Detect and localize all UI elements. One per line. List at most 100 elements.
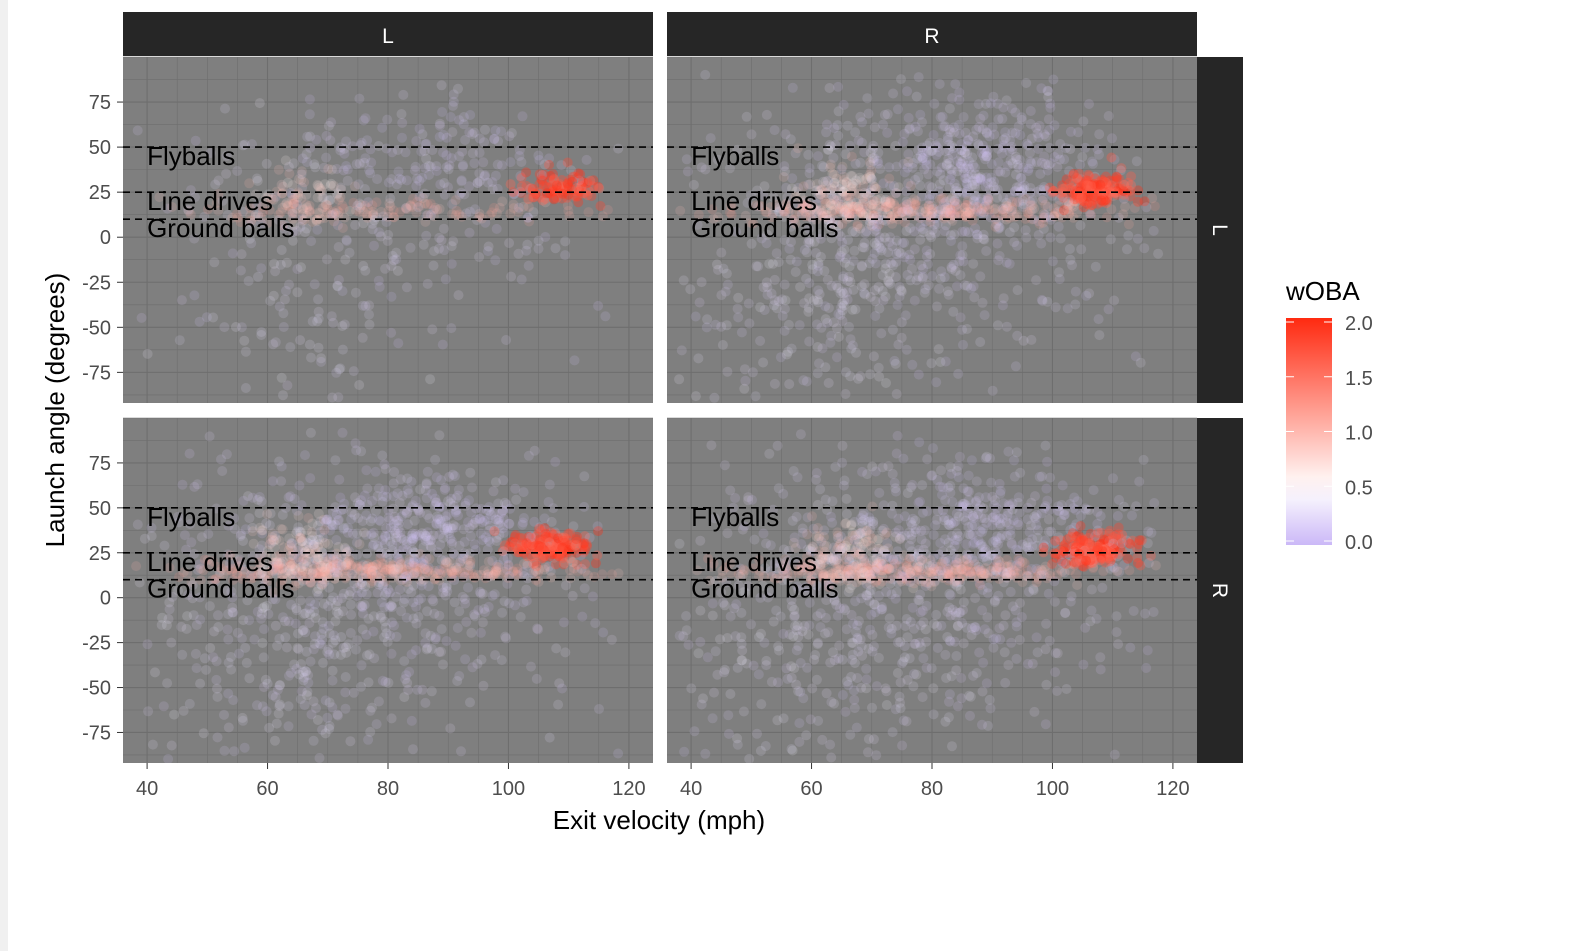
data-point <box>911 275 922 286</box>
data-point <box>880 529 891 540</box>
data-point <box>866 173 877 184</box>
reference-label: Ground balls <box>147 213 294 243</box>
data-point <box>240 642 251 653</box>
data-point <box>345 628 356 638</box>
data-point <box>479 137 490 148</box>
data-point <box>295 335 306 346</box>
data-point <box>998 293 1009 304</box>
data-point <box>1076 542 1087 553</box>
data-point <box>1031 275 1042 286</box>
data-point <box>532 540 543 551</box>
data-point <box>941 568 952 579</box>
data-point <box>318 566 328 577</box>
data-point <box>835 310 846 321</box>
data-point <box>898 656 909 667</box>
data-point <box>835 206 846 217</box>
data-point <box>308 563 319 574</box>
data-point <box>1108 549 1119 560</box>
data-point <box>717 340 728 350</box>
data-point <box>364 649 375 660</box>
data-point <box>922 506 933 517</box>
data-point <box>441 580 452 591</box>
data-point <box>302 157 313 168</box>
data-point <box>920 284 931 295</box>
data-point <box>420 533 430 544</box>
data-point <box>804 293 815 304</box>
data-point <box>306 709 317 720</box>
data-point <box>813 151 824 162</box>
data-point <box>917 554 928 565</box>
data-point <box>244 673 255 684</box>
data-point <box>351 205 362 216</box>
data-point <box>1097 188 1108 198</box>
data-point <box>1043 588 1054 599</box>
data-point <box>312 179 323 190</box>
data-point <box>344 247 355 258</box>
data-point <box>357 602 368 613</box>
data-point <box>969 179 980 190</box>
data-point <box>943 565 954 576</box>
data-point <box>836 179 847 190</box>
data-point <box>994 251 1005 261</box>
data-point <box>257 525 268 536</box>
data-point <box>174 335 185 346</box>
data-point <box>952 621 963 632</box>
data-point <box>562 539 573 550</box>
data-point <box>1061 174 1072 185</box>
data-point <box>963 160 973 171</box>
data-point <box>253 271 263 282</box>
data-point <box>761 207 772 217</box>
data-point <box>411 531 422 542</box>
data-point <box>861 674 872 685</box>
data-point <box>260 574 270 585</box>
data-point <box>875 193 886 204</box>
data-point <box>396 511 407 522</box>
data-point <box>1055 209 1066 220</box>
data-point <box>209 626 219 637</box>
data-point <box>1109 749 1120 760</box>
data-point <box>522 551 533 562</box>
data-point <box>938 210 949 221</box>
data-point <box>993 114 1004 125</box>
data-point <box>402 473 413 484</box>
data-point <box>784 243 795 254</box>
data-point <box>847 178 858 189</box>
data-point <box>1004 227 1015 238</box>
data-point <box>839 295 850 306</box>
data-point <box>710 575 721 586</box>
data-point <box>467 662 478 673</box>
data-point <box>274 301 285 312</box>
data-point <box>219 560 230 571</box>
data-point <box>951 182 962 193</box>
data-point <box>890 483 901 494</box>
data-point <box>298 667 309 677</box>
data-point <box>856 281 867 292</box>
data-point <box>176 621 187 632</box>
data-point <box>393 515 404 526</box>
data-point <box>1114 567 1125 577</box>
data-point <box>362 650 372 661</box>
data-point <box>866 609 877 620</box>
data-point <box>246 574 257 585</box>
data-point <box>853 562 864 573</box>
data-point <box>916 191 927 202</box>
data-point <box>1080 551 1091 562</box>
data-point <box>422 564 433 575</box>
data-point <box>358 260 369 271</box>
data-point <box>565 565 575 576</box>
data-point <box>974 196 985 207</box>
data-point <box>1013 121 1024 132</box>
data-point <box>385 558 395 569</box>
data-point <box>368 539 379 550</box>
data-point <box>1094 185 1105 196</box>
data-point <box>321 570 332 580</box>
data-point <box>827 496 838 507</box>
data-point <box>1025 106 1036 116</box>
data-point <box>562 186 573 197</box>
data-point <box>395 556 406 567</box>
data-point <box>389 564 400 575</box>
data-point <box>844 202 855 213</box>
data-point <box>400 505 410 516</box>
data-point <box>483 601 494 612</box>
data-point <box>1056 556 1067 566</box>
